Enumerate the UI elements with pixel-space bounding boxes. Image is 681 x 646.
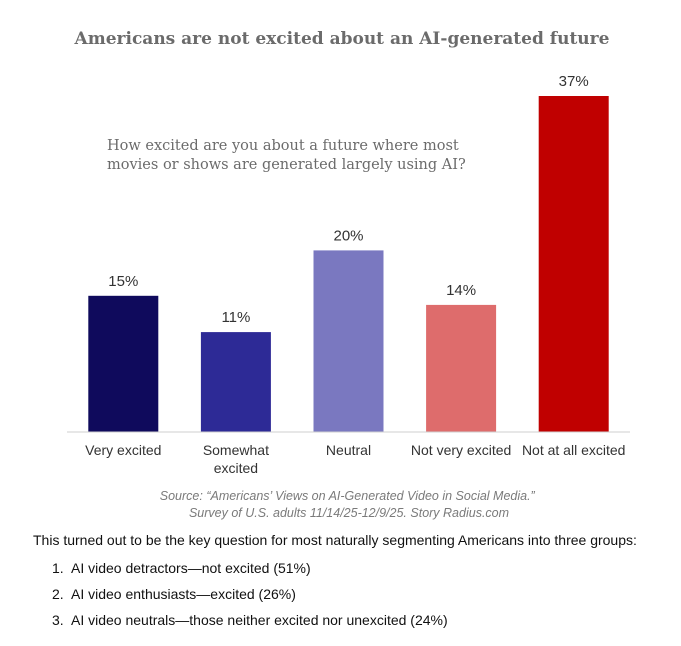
source-note: Source: “Americans’ Views on AI-Generate…: [160, 489, 538, 520]
chart-subtitle-line-2: movies or shows are generated largely us…: [107, 157, 466, 173]
segments-list: 1. AI video detractors—not excited (51%) …: [33, 560, 673, 628]
bar-0: [88, 295, 159, 432]
notes-section: This turned out to be the key question f…: [33, 532, 673, 638]
category-label-1: Somewhat excited: [203, 442, 269, 476]
notes-intro: This turned out to be the key question f…: [33, 532, 637, 548]
source-line-1: Source: “Americans’ Views on AI-Generate…: [160, 489, 536, 503]
list-number: 2.: [52, 586, 64, 602]
list-number: 3.: [52, 612, 64, 628]
category-label-4: Not at all excited: [522, 442, 626, 458]
chart-title: Americans are not excited about an AI-ge…: [74, 29, 610, 49]
segment-text: AI video neutrals—those neither excited …: [71, 612, 448, 628]
segment-item-detractors: 1. AI video detractors—not excited (51%): [33, 560, 673, 576]
category-label-2: Neutral: [326, 442, 371, 458]
data-label-4: 37%: [559, 73, 589, 90]
chart: Americans are not excited about an AI-ge…: [67, 29, 630, 520]
bar-group: 15% 11% 20% 14% 37%: [88, 73, 609, 432]
bar-1: [200, 332, 271, 432]
category-label-3: Not very excited: [411, 442, 511, 458]
category-labels: Very excited Somewhat excited Neutral Not ve…: [85, 442, 625, 476]
segment-text: AI video detractors—not excited (51%): [71, 560, 311, 576]
segment-item-enthusiasts: 2. AI video enthusiasts—excited (26%): [33, 586, 673, 602]
data-label-1: 11%: [221, 309, 250, 326]
chart-subtitle-line-1: How excited are you about a future where…: [107, 138, 459, 154]
data-label-0: 15%: [108, 273, 138, 290]
list-number: 1.: [52, 560, 64, 576]
bar-4: [538, 96, 609, 432]
bar-2: [313, 250, 384, 432]
data-label-2: 20%: [333, 227, 363, 244]
source-line-2: Survey of U.S. adults 11/14/25-12/9/25. …: [189, 506, 509, 520]
category-label-0: Very excited: [85, 442, 161, 458]
segment-item-neutrals: 3. AI video neutrals—those neither excite…: [33, 612, 673, 628]
data-label-3: 14%: [446, 282, 476, 299]
chart-subtitle: How excited are you about a future where…: [107, 138, 466, 173]
bar-3: [426, 304, 497, 432]
segment-text: AI video enthusiasts—excited (26%): [71, 586, 296, 602]
